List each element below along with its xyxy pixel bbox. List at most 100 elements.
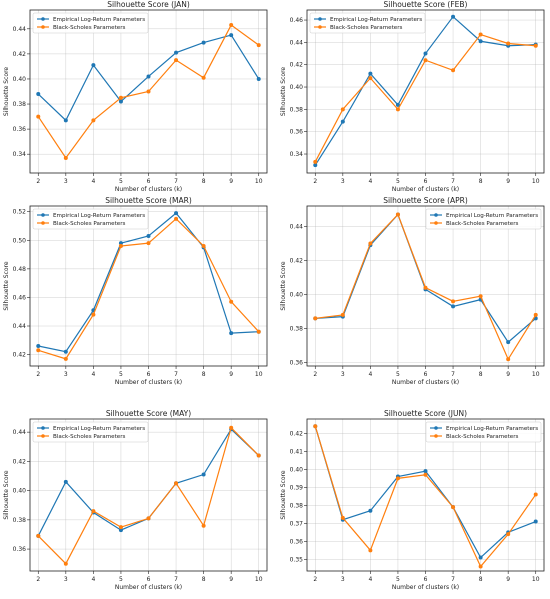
- x-tick-label: 2: [36, 178, 40, 185]
- data-point: [340, 119, 345, 124]
- x-tick-label: 2: [36, 371, 40, 378]
- legend-entry: Empirical Log-Return Parameters: [446, 213, 538, 219]
- x-tick-label: 2: [313, 178, 317, 185]
- data-point: [36, 533, 41, 538]
- y-tick-label: 0.46: [13, 294, 27, 301]
- chart-title: Silhouette Score (MAY): [106, 409, 191, 418]
- data-point: [368, 548, 373, 553]
- legend: Empirical Log-Return Parameters Black-Sch…: [32, 421, 149, 443]
- legend-entry: Black-Scholes Parameters: [53, 221, 126, 227]
- legend-swatch-marker: [318, 17, 322, 21]
- y-tick-label: 0.42: [290, 62, 304, 69]
- subplot-2: 2 3 4 5 6 7 8 9 10 0.34 0.36 0.38 0.40 0.42 0.44 0.46 Si…: [280, 0, 545, 193]
- x-tick-label: 9: [229, 576, 233, 583]
- data-point: [451, 299, 456, 304]
- x-tick-label: 3: [341, 576, 345, 583]
- data-point: [146, 516, 151, 521]
- x-axis-label: Number of clusters (k): [392, 186, 459, 193]
- legend-entry: Empirical Log-Return Parameters: [53, 426, 145, 432]
- subplot-1: 2 3 4 5 6 7 8 9 10 0.34 0.36 0.38 0.40 0.42 0.44 Silhou…: [3, 0, 268, 193]
- data-point: [174, 216, 179, 221]
- data-point: [229, 33, 234, 38]
- legend-entry: Empirical Log-Return Parameters: [330, 17, 422, 23]
- y-tick-label: 0.34: [13, 151, 27, 158]
- x-tick-label: 4: [91, 576, 95, 583]
- y-tick-label: 0.41: [290, 448, 304, 455]
- x-axis-label: Number of clusters (k): [115, 186, 182, 193]
- data-point: [451, 68, 456, 73]
- x-tick-label: 9: [506, 178, 510, 185]
- data-point: [174, 58, 179, 63]
- y-tick-label: 0.42: [13, 352, 27, 359]
- data-point: [478, 564, 483, 569]
- x-tick-label: 9: [229, 178, 233, 185]
- data-point: [533, 492, 538, 497]
- data-point: [174, 481, 179, 486]
- data-point: [533, 312, 538, 317]
- data-point: [368, 71, 373, 76]
- legend-box: [425, 421, 542, 443]
- legend: Empirical Log-Return Parameters Black-Sch…: [32, 208, 149, 230]
- y-tick-label: 0.46: [290, 17, 304, 24]
- data-point: [146, 234, 151, 238]
- data-point: [506, 532, 511, 537]
- y-tick-label: 0.44: [13, 323, 27, 330]
- data-point: [118, 99, 123, 104]
- data-point: [91, 312, 96, 317]
- y-tick-label: 0.42: [290, 430, 304, 437]
- y-tick-label: 0.35: [290, 556, 304, 563]
- x-tick-label: 8: [479, 178, 483, 185]
- y-axis-label: Silhouette Score: [280, 470, 287, 520]
- y-axis-label: Silhouette Score: [3, 470, 10, 520]
- y-tick-label: 0.50: [13, 237, 27, 244]
- data-point: [36, 348, 41, 353]
- legend: Empirical Log-Return Parameters Black-Sch…: [425, 208, 542, 230]
- data-point: [340, 312, 345, 317]
- x-tick-label: 6: [424, 371, 428, 378]
- data-point: [146, 89, 151, 94]
- data-point: [201, 40, 206, 45]
- data-point: [368, 508, 373, 513]
- data-point: [201, 523, 206, 528]
- legend-entry: Empirical Log-Return Parameters: [53, 17, 145, 23]
- y-tick-label: 0.38: [13, 101, 27, 108]
- y-axis-label: Silhouette Score: [280, 261, 287, 311]
- legend-swatch-marker: [41, 426, 45, 430]
- chart-title: Silhouette Score (JAN): [107, 0, 190, 9]
- x-tick-label: 10: [532, 371, 540, 378]
- x-tick-label: 7: [174, 371, 178, 378]
- x-tick-label: 3: [64, 371, 68, 378]
- x-tick-label: 7: [451, 178, 455, 185]
- data-point: [340, 107, 345, 112]
- data-point: [506, 340, 511, 345]
- y-tick-label: 0.36: [290, 360, 304, 367]
- y-tick-label: 0.36: [13, 126, 27, 133]
- x-tick-label: 2: [313, 576, 317, 583]
- data-point: [423, 285, 428, 290]
- legend-entry: Empirical Log-Return Parameters: [446, 426, 538, 432]
- x-tick-label: 6: [147, 576, 151, 583]
- y-tick-label: 0.40: [290, 292, 304, 299]
- x-tick-label: 6: [424, 576, 428, 583]
- data-point: [423, 58, 428, 63]
- legend-entry: Black-Scholes Parameters: [446, 221, 519, 227]
- data-point: [256, 43, 261, 48]
- data-point: [91, 63, 96, 68]
- y-tick-label: 0.44: [290, 39, 304, 46]
- chart-title: Silhouette Score (MAR): [105, 196, 192, 205]
- legend-box: [32, 421, 149, 443]
- x-tick-label: 10: [255, 576, 263, 583]
- data-point: [313, 163, 318, 168]
- data-point: [146, 74, 151, 79]
- x-tick-label: 5: [396, 178, 400, 185]
- data-point: [478, 32, 483, 37]
- x-tick-label: 6: [424, 178, 428, 185]
- data-point: [395, 107, 400, 112]
- data-point: [36, 92, 41, 97]
- legend-box: [309, 12, 426, 34]
- data-point: [451, 304, 456, 309]
- x-tick-label: 10: [532, 576, 540, 583]
- y-tick-label: 0.42: [290, 257, 304, 264]
- data-point: [174, 50, 179, 55]
